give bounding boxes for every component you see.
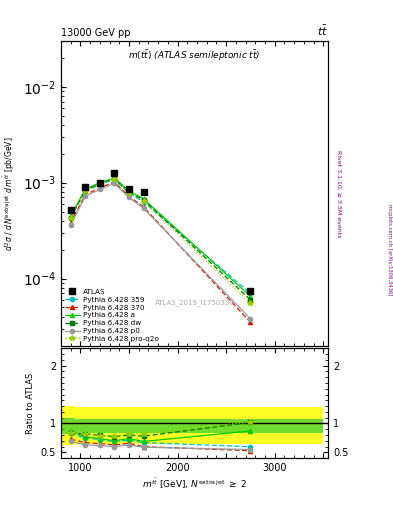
Y-axis label: $d^2\sigma$ / $d\,N^{\mathrm{extra\,jet}}$ $d\,m^{t\bar{t}}$ [pb/GeV]: $d^2\sigma$ / $d\,N^{\mathrm{extra\,jet}… (2, 136, 17, 250)
Text: mcplots.cern.ch [arXiv:1306.3436]: mcplots.cern.ch [arXiv:1306.3436] (387, 204, 392, 295)
Text: 13000 GeV pp: 13000 GeV pp (61, 28, 130, 38)
X-axis label: $m^{t\bar{t}}$ [GeV], $N^{\mathrm{extra\,jet}}$ $\geq$ 2: $m^{t\bar{t}}$ [GeV], $N^{\mathrm{extra\… (142, 476, 247, 490)
Y-axis label: Ratio to ATLAS: Ratio to ATLAS (26, 373, 35, 434)
Text: $t\bar{t}$: $t\bar{t}$ (317, 24, 328, 38)
Text: ATLAS_2019_I1750330: ATLAS_2019_I1750330 (154, 299, 235, 306)
Text: $m(t\bar{t})$ (ATLAS semileptonic $t\bar{t}$): $m(t\bar{t})$ (ATLAS semileptonic $t\bar… (128, 49, 261, 63)
Legend: ATLAS, Pythia 6.428 359, Pythia 6.428 370, Pythia 6.428 a, Pythia 6.428 dw, Pyth: ATLAS, Pythia 6.428 359, Pythia 6.428 37… (64, 289, 159, 342)
Y-axis label: Rivet 3.1.10, ≥ 3.5M events: Rivet 3.1.10, ≥ 3.5M events (336, 150, 341, 237)
